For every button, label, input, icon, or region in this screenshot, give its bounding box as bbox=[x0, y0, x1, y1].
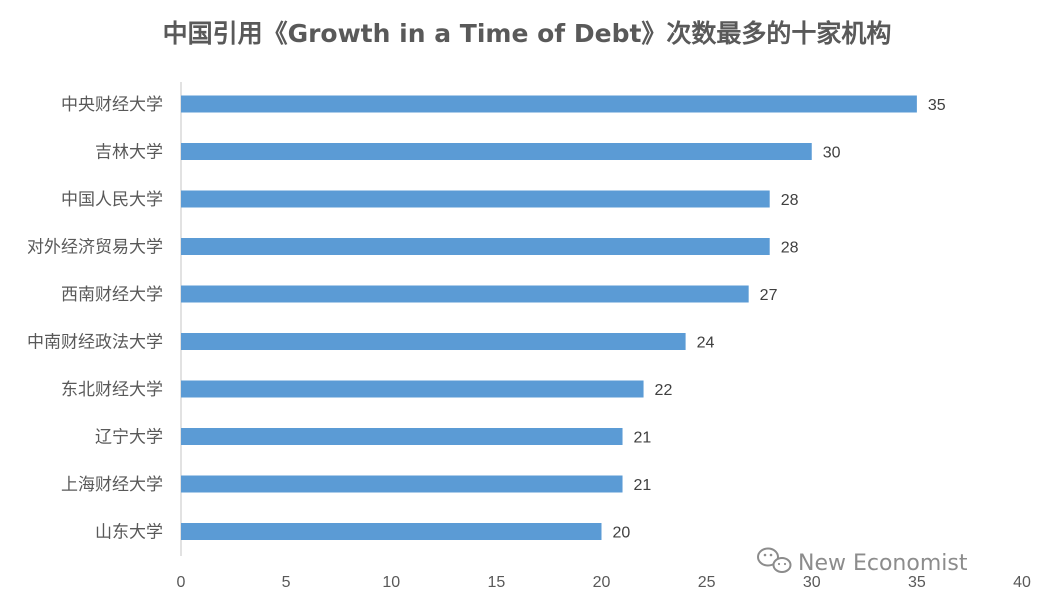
bar bbox=[181, 523, 602, 540]
category-label: 对外经济贸易大学 bbox=[27, 238, 163, 258]
bar bbox=[181, 475, 623, 493]
bars-group bbox=[181, 95, 917, 540]
x-tick-label: 5 bbox=[282, 574, 291, 591]
x-tick-label: 35 bbox=[908, 574, 926, 591]
category-labels: 中央财经大学吉林大学中国人民大学对外经济贸易大学西南财经大学中南财经政法大学东北… bbox=[27, 95, 163, 543]
watermark: New Economist bbox=[757, 547, 968, 576]
chart-title: 中国引用《Growth in a Time of Debt》次数最多的十家机构 bbox=[163, 19, 892, 48]
data-label: 21 bbox=[634, 477, 652, 494]
bar bbox=[181, 380, 644, 398]
category-label: 辽宁大学 bbox=[95, 428, 163, 448]
data-label: 20 bbox=[613, 525, 631, 542]
data-label: 27 bbox=[760, 287, 778, 304]
category-label: 中南财经政法大学 bbox=[27, 333, 163, 353]
x-tick-label: 40 bbox=[1013, 574, 1031, 591]
bar bbox=[181, 333, 686, 350]
x-tick-label: 25 bbox=[698, 574, 716, 591]
bar bbox=[181, 95, 917, 113]
bar bbox=[181, 238, 770, 255]
wechat-icon bbox=[757, 547, 792, 573]
bar bbox=[181, 143, 812, 160]
category-label: 东北财经大学 bbox=[61, 380, 163, 400]
bar bbox=[181, 428, 623, 445]
category-label: 山东大学 bbox=[95, 523, 163, 543]
category-label: 中央财经大学 bbox=[61, 95, 163, 115]
data-label: 28 bbox=[781, 192, 799, 209]
data-label: 21 bbox=[634, 430, 652, 447]
bar bbox=[181, 285, 749, 303]
category-label: 中国人民大学 bbox=[61, 190, 163, 210]
x-tick-label: 0 bbox=[177, 574, 186, 591]
data-label: 30 bbox=[823, 145, 841, 162]
category-label: 吉林大学 bbox=[95, 143, 163, 163]
x-tick-label: 20 bbox=[593, 574, 611, 591]
data-label: 28 bbox=[781, 240, 799, 257]
x-tick-label: 15 bbox=[487, 574, 505, 591]
data-label: 35 bbox=[928, 97, 946, 114]
category-label: 上海财经大学 bbox=[61, 475, 163, 495]
data-labels: 35 30 28 28 27 24 22 21 21 20 bbox=[613, 97, 946, 542]
data-label: 24 bbox=[697, 335, 715, 352]
x-tick-label: 30 bbox=[803, 574, 821, 591]
x-tick-label: 10 bbox=[382, 574, 400, 591]
bar bbox=[181, 190, 770, 208]
category-label: 西南财经大学 bbox=[61, 285, 163, 305]
watermark-text: New Economist bbox=[798, 551, 968, 576]
data-label: 22 bbox=[655, 382, 673, 399]
x-axis-tick-labels: 0 5 10 15 20 25 30 35 40 bbox=[177, 574, 1031, 591]
